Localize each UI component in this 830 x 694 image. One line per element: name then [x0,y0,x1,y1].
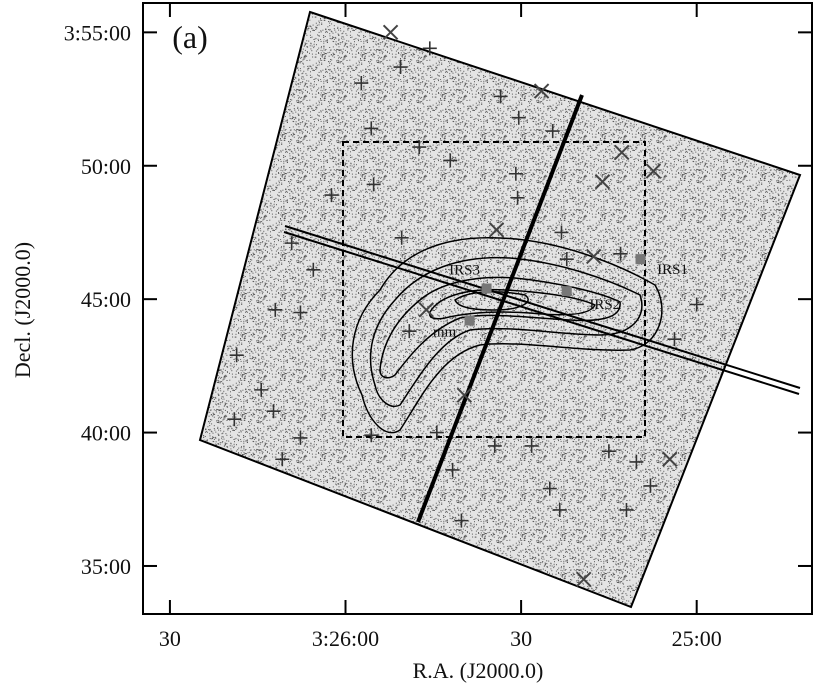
plus-marker [229,348,244,363]
plus-marker [619,502,634,517]
plus-marker [366,177,381,192]
plus-marker [667,332,682,347]
plus-marker [227,412,242,427]
plus-marker [364,121,379,136]
plus-marker [545,124,560,139]
cross-marker [456,387,473,403]
cross-marker [576,571,592,588]
cross-marker [662,451,678,467]
plus-marker [293,305,308,320]
cross-marker [585,248,602,265]
plus-marker [354,76,369,91]
panel-label: (a) [172,19,208,55]
dashed-box [342,141,646,438]
chip-gap [283,231,800,395]
y-tick-label: 35:00 [81,554,131,579]
chip-gap [416,94,584,523]
plus-marker [275,452,290,467]
field-border [198,10,802,609]
plus-marker [284,236,299,251]
cross-marker [418,302,434,318]
y-tick-label: 40:00 [81,421,131,446]
x-tick-label: 25:00 [672,626,722,651]
plus-marker [552,502,567,517]
plus-marker [554,225,569,240]
y-axis-title: Decl. (J2000.0) [10,242,35,378]
x-tick-label: 30 [159,626,181,651]
cross-marker [488,222,505,238]
cross-marker [594,174,611,190]
plus-marker [689,297,704,312]
plus-marker [524,438,539,453]
plus-marker [493,89,508,104]
square-marker [464,315,475,326]
x-axis-title: R.A. (J2000.0) [413,658,544,683]
plus-marker [412,140,427,155]
plus-marker [508,166,523,181]
contours [351,236,663,434]
plus-marker [643,478,658,493]
y-tick-label: 45:00 [81,287,131,312]
plus-marker [511,110,526,125]
plus-marker [487,438,502,453]
y-tick-label: 3:55:00 [64,20,131,45]
source-label: mm [433,325,457,341]
source-label: IRS1 [657,262,688,278]
plus-marker [364,428,379,443]
plus-marker [443,153,458,168]
plus-marker [559,252,574,267]
plus-marker [510,190,525,205]
plus-marker [393,60,408,75]
plus-marker [394,230,409,245]
square-marker [481,283,492,294]
cross-marker [533,83,550,99]
square-marker [635,254,646,265]
plus-marker [293,430,308,445]
plus-marker [542,481,557,496]
plus-marker [254,382,269,397]
plus-marker [445,462,460,477]
plus-marker [454,513,469,528]
square-marker [561,286,572,297]
plus-marker [613,246,628,261]
plus-marker [266,404,281,419]
plus-marker [306,262,321,277]
cross-marker [614,144,630,161]
chip-gap [284,225,801,389]
plus-marker [429,425,444,440]
y-tick-label: 50:00 [81,154,131,179]
plus-marker [601,444,616,459]
x-tick-label: 3:26:00 [312,626,379,651]
source-label: IRS3 [449,262,480,278]
cross-marker [382,24,399,41]
plus-marker [422,41,437,56]
plus-marker [268,302,283,317]
plus-marker [324,188,339,203]
cross-marker [645,163,662,179]
plus-marker [629,454,644,469]
plus-marker [402,324,417,339]
x-tick-label: 30 [510,626,532,651]
plot-frame [142,2,813,615]
source-label: IRS2 [589,297,620,313]
